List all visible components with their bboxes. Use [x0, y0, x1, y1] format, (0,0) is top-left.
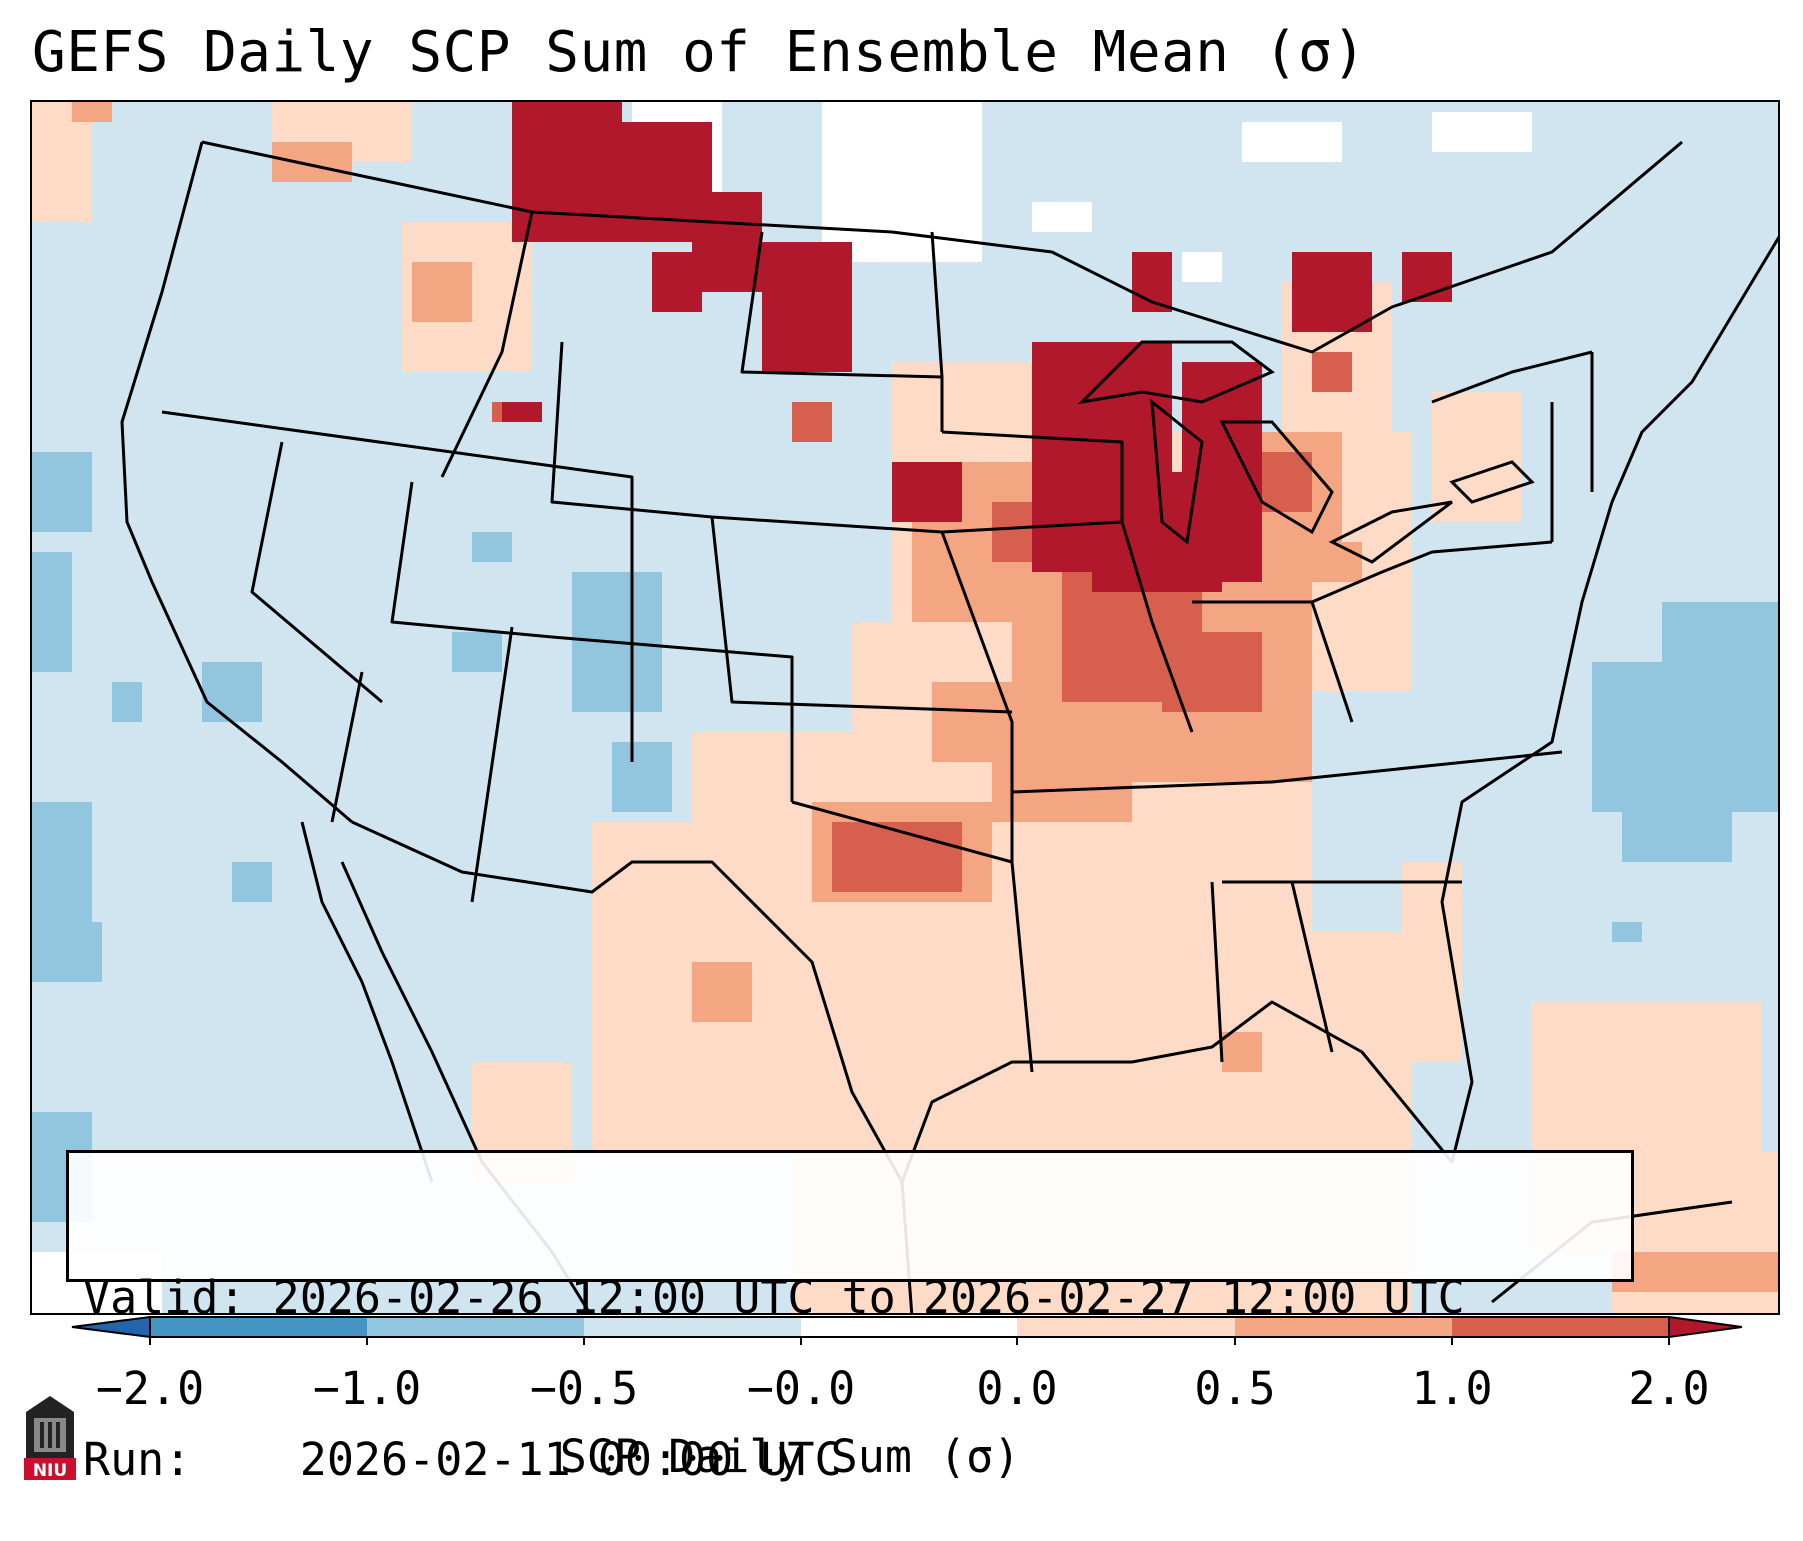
colorbar-bin-2	[367, 1317, 584, 1337]
tick-label: 0.5	[1194, 1362, 1276, 1415]
validity-info-box: Valid: 2026-02-26 12:00 UTC to 2026-02-2…	[66, 1150, 1634, 1486]
scp-map-canvas	[32, 102, 1778, 1313]
tick-label: −1.0	[312, 1362, 422, 1415]
map-title: GEFS Daily SCP Sum of Ensemble Mean (σ)	[32, 20, 1367, 85]
tick-label: 2.0	[1628, 1362, 1710, 1415]
valid-value: 2026-02-26 12:00 UTC to 2026-02-27 12:00…	[272, 1271, 1465, 1324]
colorbar-bin-6	[1235, 1317, 1452, 1337]
great-lakes	[1077, 340, 1535, 564]
valid-line: Valid: 2026-02-26 12:00 UTC to 2026-02-2…	[83, 1271, 1631, 1325]
tick-label: 0.0	[976, 1362, 1058, 1415]
valid-label: Valid:	[83, 1271, 246, 1324]
tick-label: −0.0	[746, 1362, 856, 1415]
field-negative-atlantic	[1592, 602, 1778, 942]
colorbar-label: SCP Daily Sum (σ)	[559, 1430, 1021, 1483]
colorbar-extend-min	[71, 1315, 151, 1339]
niu-logo: NIU	[24, 1396, 76, 1481]
colorbar-bin-4	[801, 1317, 1017, 1337]
scp-map	[30, 100, 1780, 1315]
svg-text:NIU: NIU	[33, 1461, 67, 1481]
field-negative-west	[32, 452, 672, 1222]
run-line: Run: 2026-02-11 00:00 UTC	[83, 1433, 1631, 1487]
tick-label: 1.0	[1411, 1362, 1493, 1415]
tick-label: −2.0	[95, 1362, 205, 1415]
tick-label: −0.5	[529, 1362, 639, 1415]
state-boundaries	[120, 140, 1778, 1184]
colorbar	[71, 1315, 1743, 1345]
run-label: Run:	[83, 1433, 246, 1486]
colorbar-bin-1	[150, 1317, 367, 1337]
run-value: 2026-02-11 00:00 UTC	[299, 1433, 842, 1486]
colorbar-extend-max	[1668, 1315, 1743, 1339]
colorbar-bin-5	[1017, 1317, 1235, 1337]
colorbar-bin-7	[1452, 1317, 1669, 1337]
colorbar-bin-3	[584, 1317, 801, 1337]
